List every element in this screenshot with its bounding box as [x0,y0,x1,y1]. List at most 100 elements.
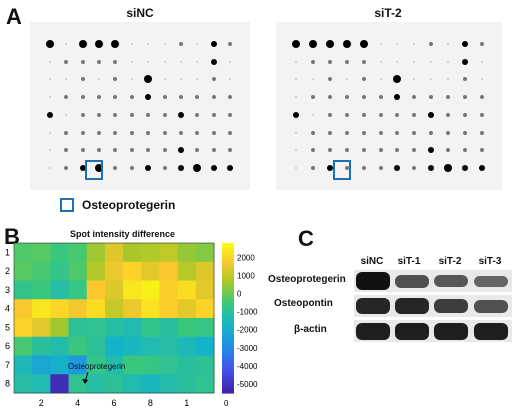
colorbar-segment [222,358,234,362]
array-spot [146,112,151,117]
heatmap-cell [32,355,51,375]
array-spot [361,148,366,153]
heatmap-cell [104,355,124,375]
array-spot [47,111,53,118]
array-spot [49,60,51,63]
colorbar-segment [222,328,234,332]
colorbar-segment [222,335,234,339]
array-spot [344,112,349,117]
array-spot [295,167,297,169]
osteoprotegerin-highlight-left [85,160,103,180]
array-spot [178,130,183,135]
array-spot [396,60,399,63]
colorbar-segment [222,265,234,269]
array-spot [295,131,297,134]
array-spot [210,41,217,47]
sit2-array-title: siT-2 [374,6,402,20]
highlight-legend-icon [60,198,74,212]
colorbar-segment [222,298,234,302]
heatmap-cell [195,261,215,281]
array-spot [412,112,417,117]
array-spot [412,130,417,135]
colorbar-segment [222,285,234,289]
array-spot [463,77,468,82]
array-spot [195,130,200,135]
colorbar-segment [222,320,234,324]
array-spot [177,165,184,171]
heatmap-cell [86,280,106,300]
array-spot [145,165,152,171]
array-spot [481,60,483,63]
heatmap-cell [159,336,179,356]
array-spot [480,42,484,46]
array-spot [144,75,153,84]
array-spot [393,75,402,84]
wb-band [474,275,508,287]
array-spot [444,164,453,172]
array-spot [428,111,435,118]
heatmap-cell [141,299,160,319]
heatmap-cell [86,374,106,394]
heatmap-y-tick: 2 [5,266,10,276]
array-spot [162,95,167,100]
array-spot [462,58,469,65]
wb-strip-osteopontin [354,295,512,317]
heatmap-cell [177,355,197,375]
array-spot [447,60,450,63]
heatmap-frame [13,242,215,394]
colorbar-tick: -5000 [237,380,258,389]
colorbar-segment [222,283,234,287]
array-spot [95,164,104,172]
heatmap-cell [123,299,142,319]
heatmap-title: Spot intensity difference [70,229,176,239]
heatmap-cell [141,355,160,375]
heatmap-x-tick: 4 [75,398,80,408]
heatmap-cell [50,261,70,281]
array-spot [95,40,104,48]
colorbar-tick: -4000 [237,362,258,371]
array-spot [229,60,231,63]
array-spot [394,94,401,101]
heatmap-cell [14,318,33,338]
array-spot [64,166,69,170]
array-spot [64,59,69,64]
array-spot [64,95,69,100]
colorbar-segment [222,293,234,297]
colorbar-segment [222,255,234,259]
heatmap-cell [195,280,215,300]
heatmap-cell [141,280,160,300]
array-spot [447,78,450,81]
array-spot [342,40,351,48]
array-spot [480,95,484,100]
colorbar-segment [222,365,234,369]
array-spot [130,43,133,45]
array-spot [49,167,51,169]
wb-column-sit2: siT-2 [438,256,462,267]
array-spot [210,165,217,171]
array-spot [344,95,349,100]
heatmap-cell [32,280,51,300]
heatmap-cell [86,355,106,375]
heatmap-y-tick: 1 [5,247,10,257]
array-spot [446,130,451,135]
array-spot [80,112,85,117]
array-spot [130,78,133,81]
array-spot [196,60,199,63]
heatmap-cell [195,243,215,263]
array-spot [395,130,400,135]
osteoprotegerin-highlight-right [333,160,351,180]
array-spot [97,130,102,135]
array-spot [80,95,85,100]
heatmap-cell [14,280,33,300]
heatmap-cell [32,299,51,319]
heatmap-cell [32,261,51,281]
array-spot [163,60,166,63]
colorbar-segment [222,390,234,394]
colorbar-segment [222,370,234,374]
heatmap-cell [159,243,179,263]
colorbar-segment [222,333,234,337]
array-spot [295,149,297,152]
colorbar-segment [222,275,234,279]
colorbar-segment [222,378,234,382]
colorbar-segment [222,388,234,392]
